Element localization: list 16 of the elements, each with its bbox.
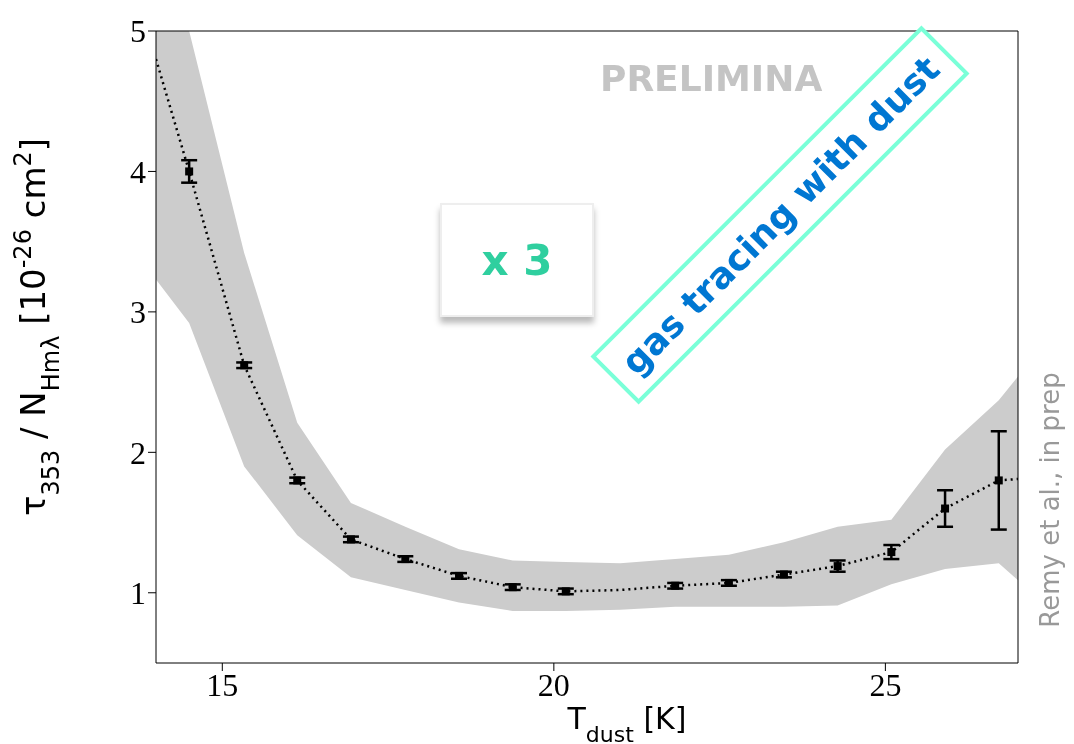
y-tick-label: 4 [130,153,146,190]
point [941,504,950,513]
y-tick-label: 5 [130,13,146,50]
x-tick-label: 20 [537,666,570,703]
point [185,167,194,176]
text: Remy et al., in prep [1035,372,1065,628]
framed-box: x 3 [440,203,594,317]
x-tick-label: 15 [206,666,239,703]
annotation: x 3 [481,235,553,285]
y-tick-label: 3 [130,294,146,331]
point [994,476,1003,485]
x-axis-title: T$_{dust}$ [K] [566,701,687,744]
y-tick-label: 2 [130,434,146,471]
x-tick-label: 25 [869,666,902,703]
annotation: PRELIMINA [600,58,823,99]
y-tick-label: 1 [130,575,146,612]
